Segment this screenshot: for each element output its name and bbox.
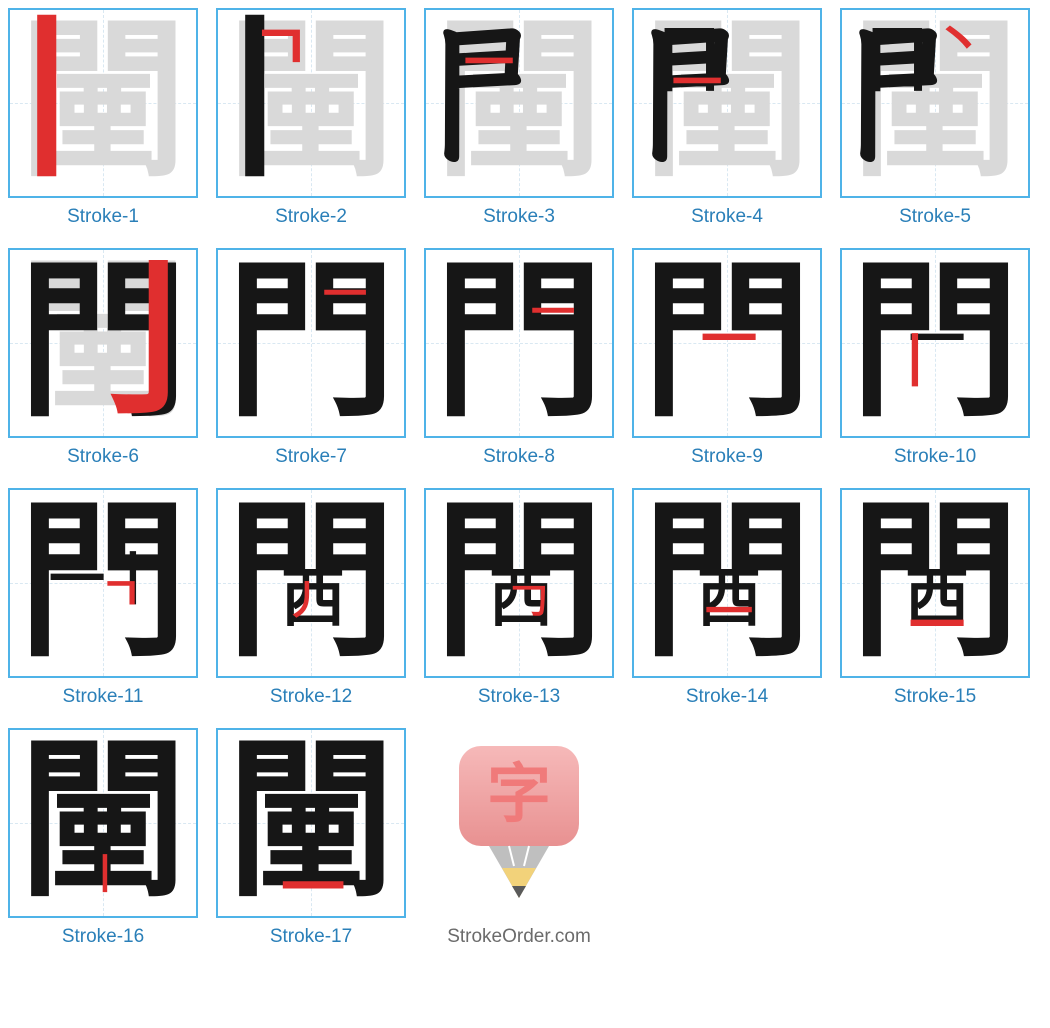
- stroke-caption: Stroke-9: [691, 446, 763, 468]
- stroke-caption: Stroke-6: [67, 446, 139, 468]
- current-stroke-glyph: 一: [672, 58, 722, 108]
- stroke-caption: Stroke-11: [63, 686, 144, 708]
- current-stroke-glyph: 丿: [285, 581, 325, 621]
- stroke-tile: 闉𠁣一: [424, 8, 614, 198]
- stroke-cell-8: 門一 Stroke-8: [424, 248, 614, 468]
- stroke-tile: 門一丨ㄱ: [8, 488, 198, 678]
- stroke-cell-9: 門一 Stroke-9: [632, 248, 822, 468]
- stroke-cell-7: 門一 Stroke-7: [216, 248, 406, 468]
- current-stroke-glyph: 一: [281, 857, 345, 921]
- stroke-cell-14: 門西一 Stroke-14: [632, 488, 822, 708]
- current-stroke-glyph: 一: [323, 273, 367, 317]
- stroke-cell-17: 闉一 Stroke-17: [216, 728, 406, 948]
- stroke-cell-13: 門西𠃌 Stroke-13: [424, 488, 614, 708]
- current-stroke-glyph: 一: [705, 589, 753, 637]
- glyph-wrap: 門一丨: [842, 250, 1028, 436]
- stroke-caption: Stroke-3: [483, 206, 555, 228]
- built-glyph: 門: [434, 258, 604, 428]
- built-glyph: 門: [226, 258, 396, 428]
- stroke-cell-16: 闉丨 Stroke-16: [8, 728, 198, 948]
- stroke-caption: Stroke-15: [894, 686, 976, 708]
- stroke-cell-6: 闉門亅 Stroke-6: [8, 248, 198, 468]
- stroke-cell-12: 門西丿 Stroke-12: [216, 488, 406, 708]
- glyph-wrap: 闉丨: [10, 10, 196, 196]
- site-logo-cell: 字 StrokeOrder.com: [424, 728, 614, 948]
- stroke-tile: 門一丨: [840, 248, 1030, 438]
- stroke-cell-11: 門一丨ㄱ Stroke-11: [8, 488, 198, 708]
- stroke-cell-5: 闉𠁣日丶 Stroke-5: [840, 8, 1030, 228]
- stroke-tile: 門西一: [632, 488, 822, 678]
- stroke-caption: Stroke-2: [275, 206, 347, 228]
- glyph-wrap: 闉𠁣日丶: [842, 10, 1028, 196]
- glyph-wrap: 門一丨ㄱ: [10, 490, 196, 676]
- stroke-tile: 門一: [216, 248, 406, 438]
- glyph-wrap: 門西一: [842, 490, 1028, 676]
- current-stroke-glyph: 一: [531, 291, 575, 335]
- stroke-tile: 闉丨: [8, 728, 198, 918]
- stroke-cell-2: 闉丨ㄱ Stroke-2: [216, 8, 406, 228]
- current-stroke-glyph: 一: [464, 38, 514, 88]
- stroke-caption: Stroke-16: [62, 926, 144, 948]
- stroke-caption: Stroke-10: [894, 446, 976, 468]
- glyph-wrap: 闉丨ㄱ: [218, 10, 404, 196]
- stroke-caption: Stroke-14: [686, 686, 768, 708]
- stroke-caption: Stroke-17: [270, 926, 352, 948]
- logo-svg: 字: [444, 738, 594, 908]
- stroke-tile: 門西一: [840, 488, 1030, 678]
- stroke-grid: 闉丨Stroke-1闉丨ㄱStroke-2闉𠁣一Stroke-3闉𠁣日一Stro…: [8, 8, 1042, 948]
- glyph-wrap: 闉丨: [10, 730, 196, 916]
- stroke-cell-3: 闉𠁣一 Stroke-3: [424, 8, 614, 228]
- current-stroke-glyph: 丨: [85, 855, 125, 895]
- glyph-wrap: 闉一: [218, 730, 404, 916]
- stroke-caption: Stroke-4: [691, 206, 763, 228]
- stroke-caption: Stroke-12: [270, 686, 352, 708]
- glyph-wrap: 闉門亅: [10, 250, 196, 436]
- stroke-tile: 闉一: [216, 728, 406, 918]
- stroke-cell-10: 門一丨 Stroke-10: [840, 248, 1030, 468]
- current-stroke-glyph: 丶: [933, 17, 985, 69]
- glyph-wrap: 門一: [218, 250, 404, 436]
- stroke-tile: 闉丨ㄱ: [216, 8, 406, 198]
- stroke-cell-4: 闉𠁣日一 Stroke-4: [632, 8, 822, 228]
- current-stroke-glyph: 丨: [887, 335, 943, 391]
- current-stroke-glyph: 一: [909, 599, 965, 655]
- current-stroke-glyph: ㄱ: [100, 572, 142, 618]
- stroke-tile: 門西𠃌: [424, 488, 614, 678]
- glyph-wrap: 闉𠁣一: [426, 10, 612, 196]
- site-logo: 字: [424, 728, 614, 918]
- glyph-wrap: 門一: [426, 250, 612, 436]
- stroke-caption: Stroke-5: [899, 206, 971, 228]
- current-stroke-glyph: 丨: [0, 18, 132, 188]
- current-stroke-glyph: 𠃌: [510, 582, 548, 620]
- stroke-caption: Stroke-13: [478, 686, 560, 708]
- stroke-tile: 闉門亅: [8, 248, 198, 438]
- built-glyph-extra: 日: [861, 25, 933, 97]
- current-stroke-glyph: ㄱ: [252, 17, 311, 81]
- glyph-wrap: 門西𠃌: [426, 490, 612, 676]
- glyph-wrap: 闉𠁣日一: [634, 10, 820, 196]
- stroke-caption: Stroke-8: [483, 446, 555, 468]
- stroke-caption: Stroke-1: [67, 206, 139, 228]
- stroke-tile: 闉𠁣日一: [632, 8, 822, 198]
- stroke-tile: 門西丿: [216, 488, 406, 678]
- svg-text:字: 字: [487, 759, 551, 830]
- stroke-tile: 門一: [632, 248, 822, 438]
- site-caption: StrokeOrder.com: [447, 926, 591, 948]
- stroke-tile: 門一: [424, 248, 614, 438]
- glyph-wrap: 門一: [634, 250, 820, 436]
- glyph-wrap: 門西一: [634, 490, 820, 676]
- glyph-wrap: 門西丿: [218, 490, 404, 676]
- stroke-tile: 闉𠁣日丶: [840, 8, 1030, 198]
- stroke-caption: Stroke-7: [275, 446, 347, 468]
- current-stroke-glyph: 一: [701, 313, 757, 369]
- stroke-cell-15: 門西一 Stroke-15: [840, 488, 1030, 708]
